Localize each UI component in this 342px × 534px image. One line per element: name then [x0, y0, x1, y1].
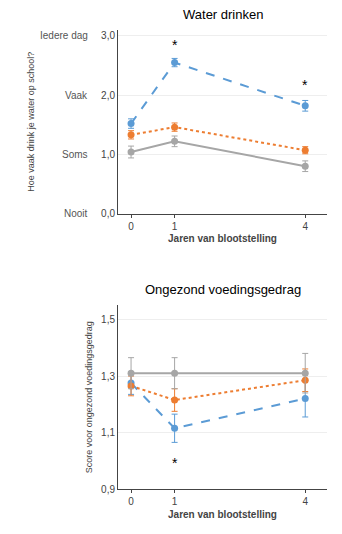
svg-text:Nooit: Nooit	[64, 208, 88, 219]
svg-text:0,9: 0,9	[101, 484, 115, 495]
svg-text:Water drinken: Water drinken	[183, 7, 263, 22]
svg-text:0: 0	[128, 496, 134, 507]
svg-text:*: *	[172, 455, 178, 471]
svg-text:0: 0	[128, 221, 134, 232]
svg-text:Iedere dag: Iedere dag	[40, 30, 88, 41]
svg-text:4: 4	[302, 221, 308, 232]
svg-text:3,0: 3,0	[101, 30, 115, 41]
svg-text:0,0: 0,0	[101, 208, 115, 219]
svg-text:1,5: 1,5	[101, 314, 115, 325]
svg-text:Jaren van blootstelling: Jaren van blootstelling	[168, 509, 277, 520]
svg-text:Hoe vaak drink je water op sch: Hoe vaak drink je water op school?	[26, 52, 36, 192]
svg-text:*: *	[302, 77, 308, 93]
svg-text:1,3: 1,3	[101, 371, 115, 382]
svg-text:1: 1	[172, 221, 178, 232]
svg-text:Score voor ongezond voedingsge: Score voor ongezond voedingsgedrag	[84, 321, 94, 473]
svg-text:1: 1	[172, 496, 178, 507]
svg-text:1,0: 1,0	[101, 149, 115, 160]
svg-text:4: 4	[302, 496, 308, 507]
svg-text:*: *	[172, 37, 178, 53]
svg-text:2,0: 2,0	[101, 90, 115, 101]
svg-text:1,1: 1,1	[101, 427, 115, 438]
svg-text:Vaak: Vaak	[65, 90, 88, 101]
svg-text:Ongezond voedingsgedrag: Ongezond voedingsgedrag	[145, 282, 301, 297]
svg-text:Soms: Soms	[62, 149, 88, 160]
svg-text:Jaren van blootstelling: Jaren van blootstelling	[168, 233, 277, 244]
